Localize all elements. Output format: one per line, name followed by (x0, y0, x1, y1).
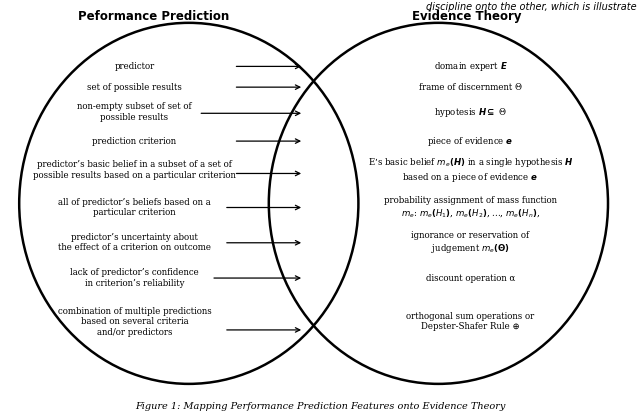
Text: lack of predictor’s confidence
in criterion’s reliability: lack of predictor’s confidence in criter… (70, 269, 199, 288)
Text: prediction criterion: prediction criterion (92, 137, 177, 146)
Text: set of possible results: set of possible results (87, 83, 182, 92)
Text: Figure 1: Mapping Performance Prediction Features onto Evidence Theory: Figure 1: Mapping Performance Prediction… (135, 402, 505, 411)
Text: all of predictor’s beliefs based on a
particular criterion: all of predictor’s beliefs based on a pa… (58, 198, 211, 217)
Text: non-empty subset of set of
possible results: non-empty subset of set of possible resu… (77, 103, 192, 122)
Text: piece of evidence $\boldsymbol{e}$: piece of evidence $\boldsymbol{e}$ (428, 134, 513, 148)
Text: ignorance or reservation of
judgement $\boldsymbol{m_e(\Theta)}$: ignorance or reservation of judgement $\… (412, 231, 529, 255)
Text: orthogonal sum operations or
Depster-Shafer Rule ⊕: orthogonal sum operations or Depster-Sha… (406, 312, 534, 331)
Text: hypotesis $\boldsymbol{H}\boldsymbol{\subseteq}$ Θ: hypotesis $\boldsymbol{H}\boldsymbol{\su… (434, 105, 507, 119)
Text: domain expert $\boldsymbol{E}$: domain expert $\boldsymbol{E}$ (433, 60, 508, 73)
Text: E’s basic belief $\boldsymbol{m_e(H)}$ in a single hypothesis $\boldsymbol{H}$
b: E’s basic belief $\boldsymbol{m_e(H)}$ i… (367, 156, 573, 184)
Text: discipline onto the other, which is illustrate: discipline onto the other, which is illu… (426, 2, 637, 12)
Text: predictor’s uncertainty about
the effect of a criterion on outcome: predictor’s uncertainty about the effect… (58, 233, 211, 252)
Text: combination of multiple predictions
based on several criteria
and/or predictors: combination of multiple predictions base… (58, 307, 211, 337)
Text: probability assignment of mass function
$\boldsymbol{m_e}$: $\boldsymbol{m_e(H_1: probability assignment of mass function … (384, 196, 557, 219)
Text: discount operation α: discount operation α (426, 273, 515, 283)
Text: predictor: predictor (115, 62, 154, 71)
Text: predictor’s basic belief in a subset of a set of
possible results based on a par: predictor’s basic belief in a subset of … (33, 161, 236, 180)
Text: Peformance Prediction: Peformance Prediction (78, 10, 229, 23)
Text: frame of discernment Θ: frame of discernment Θ (419, 83, 522, 92)
Text: Evidence Theory: Evidence Theory (412, 10, 522, 23)
